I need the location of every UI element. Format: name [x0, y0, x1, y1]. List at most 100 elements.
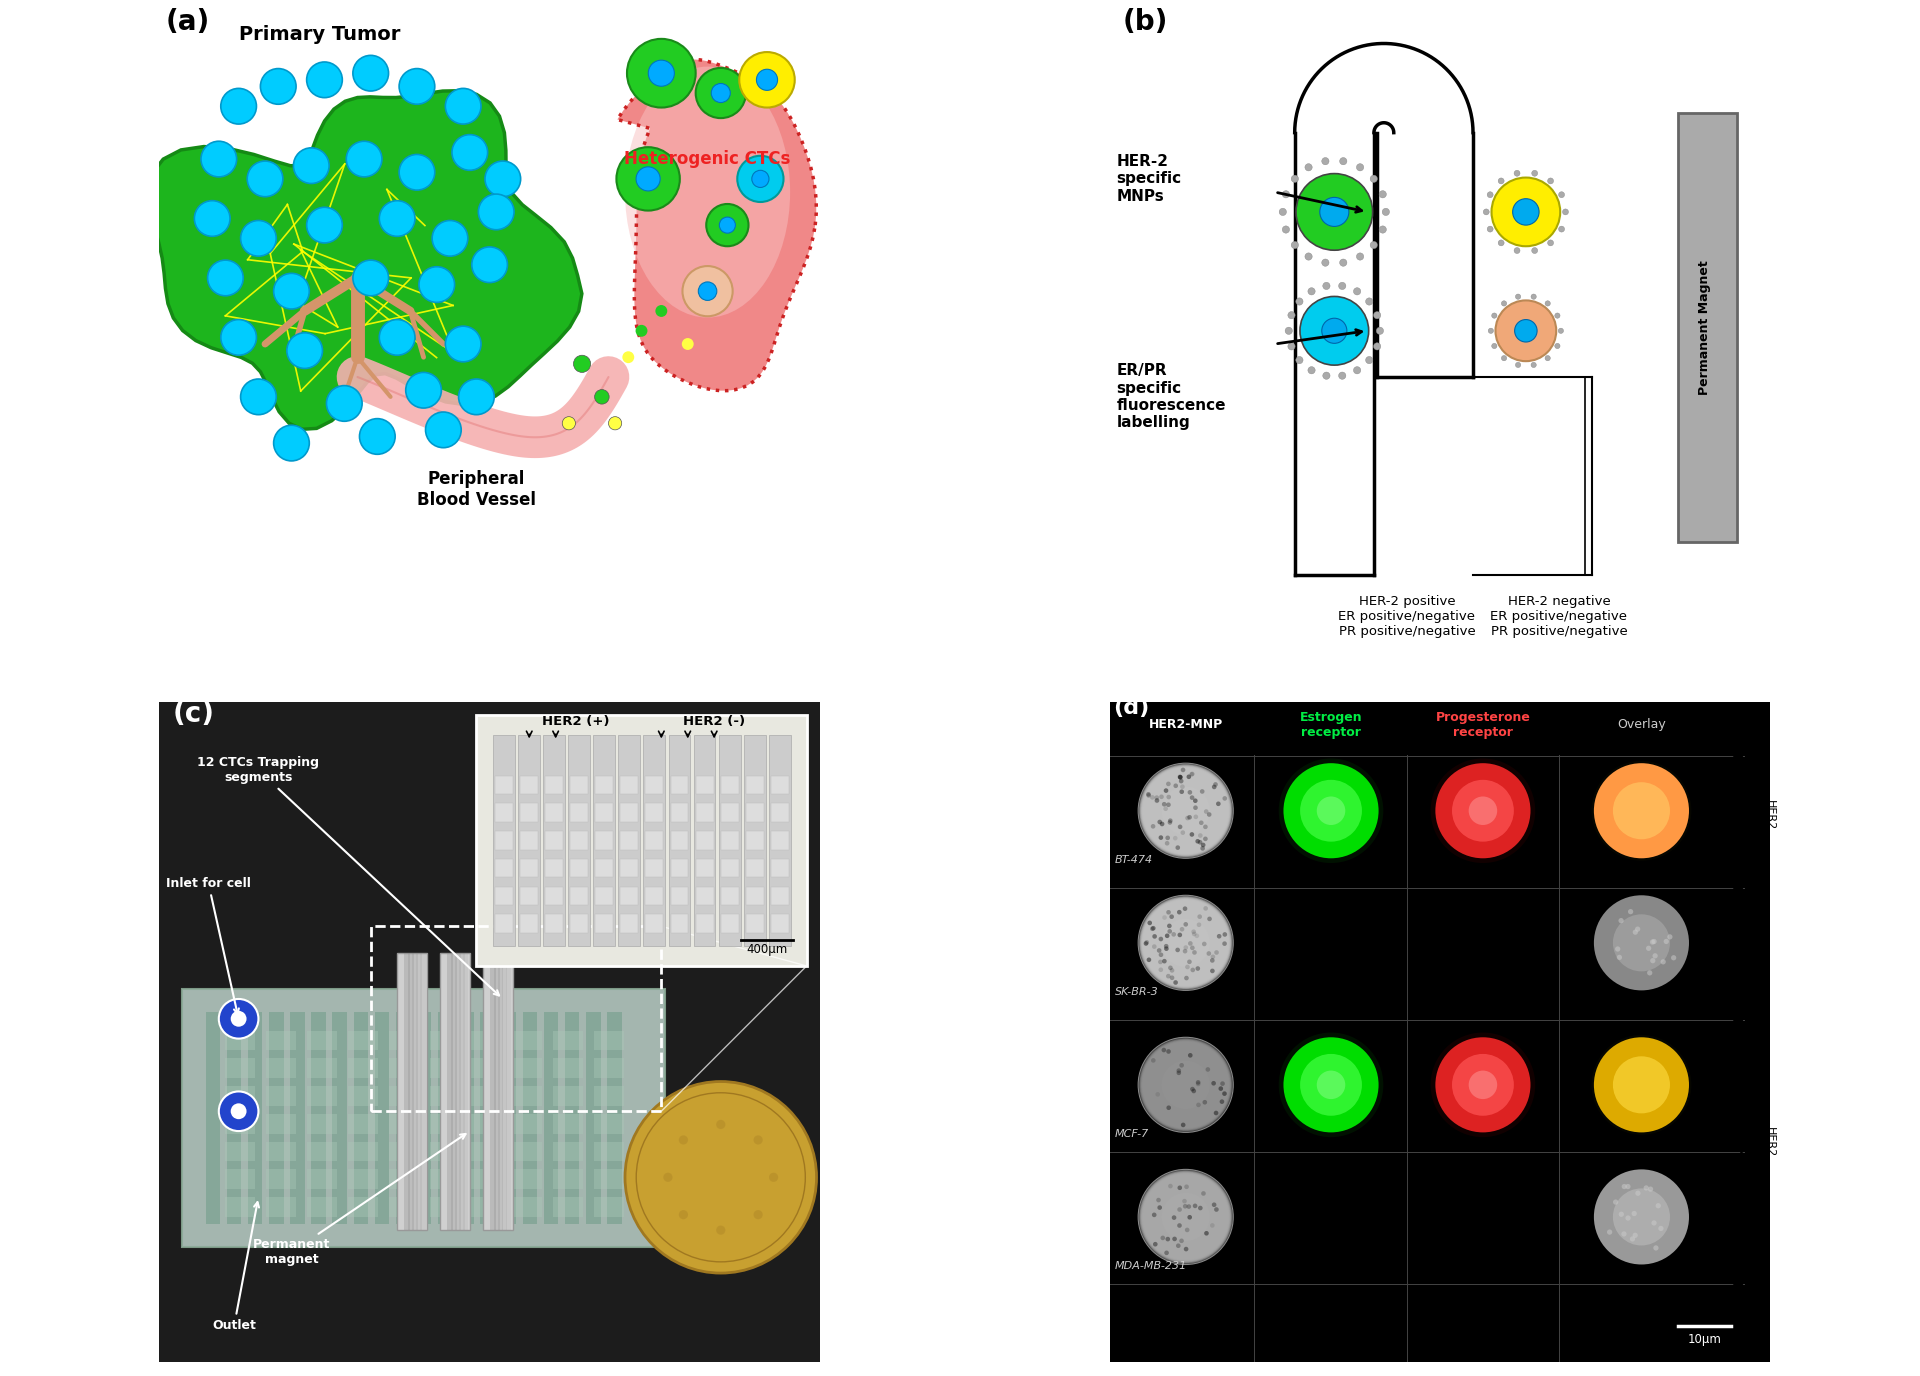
Circle shape [1185, 1185, 1188, 1189]
Circle shape [1306, 164, 1311, 171]
Bar [570, 886, 588, 905]
Circle shape [707, 204, 749, 246]
Bar [307, 1115, 338, 1134]
Circle shape [1210, 1223, 1215, 1227]
Circle shape [1194, 933, 1200, 938]
Circle shape [1190, 832, 1194, 837]
Bar [545, 915, 563, 933]
Circle shape [1158, 835, 1164, 839]
Circle shape [1165, 933, 1169, 938]
Circle shape [682, 338, 693, 350]
Text: Primary Tumor: Primary Tumor [238, 25, 399, 44]
Circle shape [1142, 1172, 1229, 1260]
Circle shape [1484, 209, 1490, 215]
Circle shape [1340, 259, 1348, 267]
Bar [225, 1197, 255, 1216]
Circle shape [1140, 1172, 1231, 1262]
Circle shape [1371, 175, 1377, 183]
Bar [348, 1115, 378, 1134]
Circle shape [1371, 241, 1377, 249]
Circle shape [1212, 1082, 1215, 1086]
Circle shape [1139, 764, 1233, 859]
Circle shape [1548, 178, 1553, 184]
Circle shape [1206, 1068, 1210, 1072]
Bar [390, 1142, 419, 1161]
Bar [430, 1142, 461, 1161]
Bar [374, 1013, 390, 1223]
Bar [390, 1115, 419, 1134]
Circle shape [1162, 787, 1210, 834]
Circle shape [1202, 1192, 1206, 1196]
Circle shape [1283, 764, 1379, 859]
Bar [1421, 1165, 1546, 1281]
Circle shape [1430, 758, 1536, 863]
Circle shape [1515, 319, 1538, 343]
Circle shape [1177, 1207, 1183, 1212]
Bar [695, 859, 714, 878]
Bar [307, 1086, 338, 1106]
Bar [348, 1031, 378, 1050]
FancyBboxPatch shape [1678, 113, 1738, 542]
Circle shape [240, 378, 276, 414]
Bar [745, 859, 764, 878]
Bar [493, 735, 515, 947]
Bar [513, 1142, 541, 1161]
Circle shape [1194, 815, 1198, 819]
Circle shape [1158, 820, 1162, 824]
Bar [593, 1197, 624, 1216]
Circle shape [1162, 959, 1167, 963]
Circle shape [1150, 926, 1156, 930]
Circle shape [1198, 915, 1202, 919]
Bar [495, 915, 513, 933]
Circle shape [720, 217, 735, 233]
Bar [595, 915, 612, 933]
Text: (c): (c) [173, 699, 215, 728]
Circle shape [1185, 976, 1188, 980]
Circle shape [1223, 941, 1227, 945]
Circle shape [1594, 1038, 1690, 1132]
Circle shape [1179, 775, 1183, 780]
Bar [513, 1197, 541, 1216]
Circle shape [1208, 812, 1212, 817]
FancyBboxPatch shape [507, 952, 511, 1230]
Bar [772, 804, 789, 821]
Circle shape [1140, 766, 1231, 856]
Bar [720, 915, 739, 933]
Bar [553, 1031, 584, 1050]
Circle shape [1340, 157, 1348, 165]
Bar [772, 776, 789, 794]
Bar [495, 859, 513, 878]
Circle shape [1356, 253, 1363, 260]
Ellipse shape [626, 66, 791, 318]
Bar [645, 886, 662, 905]
Circle shape [636, 166, 660, 191]
Circle shape [1150, 926, 1154, 932]
Circle shape [1373, 311, 1380, 319]
Circle shape [1488, 191, 1494, 198]
Circle shape [1321, 157, 1329, 165]
Circle shape [1162, 915, 1167, 919]
FancyBboxPatch shape [497, 952, 503, 1230]
Circle shape [1647, 970, 1653, 976]
Circle shape [1204, 824, 1208, 830]
Circle shape [1187, 815, 1192, 820]
Circle shape [753, 1210, 762, 1219]
Circle shape [1173, 1237, 1177, 1241]
FancyBboxPatch shape [397, 952, 426, 1230]
Circle shape [1187, 959, 1192, 965]
Circle shape [1177, 775, 1183, 779]
Bar [645, 831, 662, 850]
Bar [269, 1013, 284, 1223]
FancyBboxPatch shape [409, 952, 413, 1230]
Circle shape [1142, 899, 1229, 987]
Bar [545, 859, 563, 878]
Circle shape [478, 194, 515, 230]
Bar [348, 1086, 378, 1106]
Bar [607, 1013, 622, 1223]
Circle shape [1164, 947, 1169, 951]
Circle shape [1177, 1223, 1183, 1227]
Circle shape [1649, 958, 1655, 963]
FancyBboxPatch shape [484, 952, 513, 1230]
Circle shape [1139, 1170, 1233, 1263]
Circle shape [1185, 1247, 1188, 1251]
